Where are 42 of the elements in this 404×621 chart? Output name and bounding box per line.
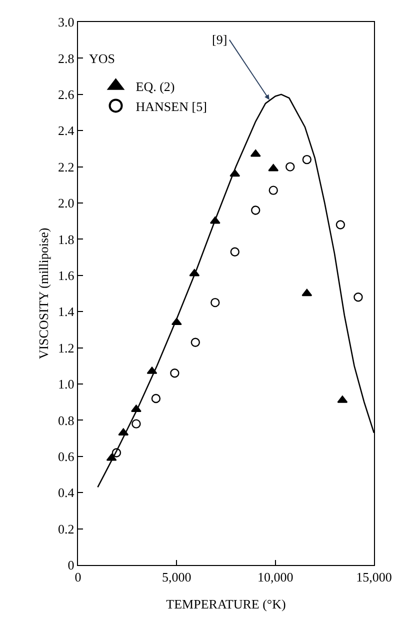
y-tick-label: 1.6 <box>58 268 75 283</box>
y-tick-label: 2.4 <box>58 123 75 138</box>
point <box>171 318 182 326</box>
point <box>336 220 346 230</box>
y-tick-label: 2.2 <box>58 159 74 174</box>
y-tick-label: 2.0 <box>58 196 74 211</box>
point <box>268 186 278 195</box>
point <box>190 338 200 347</box>
point <box>230 247 240 256</box>
annotation: [9] <box>212 32 228 47</box>
x-axis-title: TEMPERATURE (°K) <box>166 596 286 612</box>
point <box>112 448 122 458</box>
y-tick-label: 1.0 <box>58 376 74 392</box>
y-tick-label: 1.4 <box>58 304 75 320</box>
point <box>210 298 220 308</box>
legend-label: HANSEN [5] <box>136 98 207 114</box>
point <box>302 288 312 296</box>
y-tick-label: 2.8 <box>58 50 74 66</box>
y-tick-label: 0.6 <box>58 448 75 464</box>
point <box>132 419 141 428</box>
y-axis-title: VISCOSITY (millipoise) <box>36 228 51 360</box>
x-tick-label: 5,000 <box>162 570 192 585</box>
point <box>151 394 161 404</box>
point <box>170 368 180 378</box>
x-tick-label: 15,000 <box>356 570 392 585</box>
legend-label: EQ. (2) <box>136 78 175 94</box>
point <box>189 268 200 276</box>
y-tick-label: 0 <box>68 558 74 573</box>
y-tick-label: 0.2 <box>58 521 74 536</box>
point <box>302 154 312 164</box>
point <box>251 206 260 215</box>
y-tick-label: 1.8 <box>58 232 74 247</box>
y-tick-label: 1.2 <box>58 340 74 356</box>
y-tick-label: 0.4 <box>58 485 75 500</box>
y-tick-label: 2.6 <box>58 86 75 102</box>
point <box>286 162 295 172</box>
annotation: YOS <box>89 51 116 66</box>
point <box>230 169 240 177</box>
point <box>354 292 363 302</box>
y-tick-label: 3.0 <box>58 14 74 30</box>
y-tick-label: 0.8 <box>58 412 74 428</box>
x-tick-label: 10,000 <box>257 570 294 585</box>
